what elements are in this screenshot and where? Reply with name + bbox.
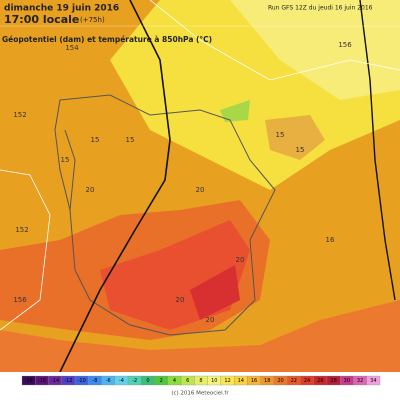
legend-tick: 30	[344, 378, 350, 384]
cool-patch	[220, 100, 250, 122]
legend-tick: 26	[317, 378, 323, 384]
legend-tick: -6	[106, 378, 111, 384]
coastline	[54, 94, 276, 336]
legend-tick: -10	[78, 378, 86, 384]
time: 17:00 locale	[4, 13, 79, 26]
legend-tick: 12	[224, 378, 230, 384]
contour-label: 15	[91, 136, 100, 144]
legend-swatch	[366, 375, 381, 386]
contour-label: 20	[176, 296, 185, 304]
legend-tick: 10	[211, 378, 217, 384]
legend-tick: -14	[51, 378, 59, 384]
border	[64, 129, 76, 211]
legend-tick: 8	[199, 378, 202, 384]
legend-tick: 22	[291, 378, 297, 384]
cool-patch	[265, 115, 325, 160]
legend-tick: 24	[304, 378, 310, 384]
hottest-zone	[190, 265, 240, 320]
legend-tick: 0	[146, 378, 149, 384]
contour	[0, 169, 51, 331]
legend-tick: -12	[64, 378, 72, 384]
contour-label: 20	[86, 186, 95, 194]
legend-tick: 32	[357, 378, 363, 384]
contour-label: 156	[13, 296, 27, 304]
contour-label: 15	[126, 136, 135, 144]
contour	[149, 0, 400, 81]
contour-label: 20	[236, 256, 245, 264]
legend-tick: 6	[186, 378, 189, 384]
legend-tick: -8	[92, 378, 97, 384]
legend-tick: 18	[264, 378, 270, 384]
legend-tick: -2	[132, 378, 137, 384]
date: dimanche 19 juin 2016	[4, 4, 119, 14]
contour-label: 15	[276, 131, 285, 139]
mild-zone	[230, 0, 400, 100]
legend-tick: 2	[160, 378, 163, 384]
contour-label: 156	[338, 41, 352, 49]
contour-label: 15	[296, 146, 305, 154]
legend-tick: -4	[119, 378, 124, 384]
legend-tick: 14	[238, 378, 244, 384]
contour-label: 15	[61, 156, 70, 164]
contour-label: 152	[15, 226, 28, 234]
south-zone	[0, 300, 400, 372]
trough-line	[59, 0, 171, 373]
contour-label: 20	[196, 186, 205, 194]
contour-label: 20	[206, 316, 215, 324]
legend-tick: 16	[251, 378, 257, 384]
ridge-line	[359, 0, 396, 301]
credit: (c) 2016 Meteociel.fr	[171, 391, 229, 397]
legend-tick: 34	[370, 378, 376, 384]
subtitle: Géopotentiel (dam) et température à 850h…	[2, 35, 212, 44]
legend-tick: -16	[38, 378, 46, 384]
lead-time: (+75h)	[80, 16, 105, 24]
contour-label: 154	[65, 44, 79, 52]
legend-tick: 4	[173, 378, 176, 384]
contour-label: 16	[326, 236, 335, 244]
legend-tick: -18	[25, 378, 33, 384]
legend-tick: 20	[277, 378, 283, 384]
legend-tick: 28	[330, 378, 336, 384]
contour-label: 152	[13, 111, 26, 119]
run-info: Run GFS 12Z du jeudi 16 juin 2016	[268, 5, 373, 12]
